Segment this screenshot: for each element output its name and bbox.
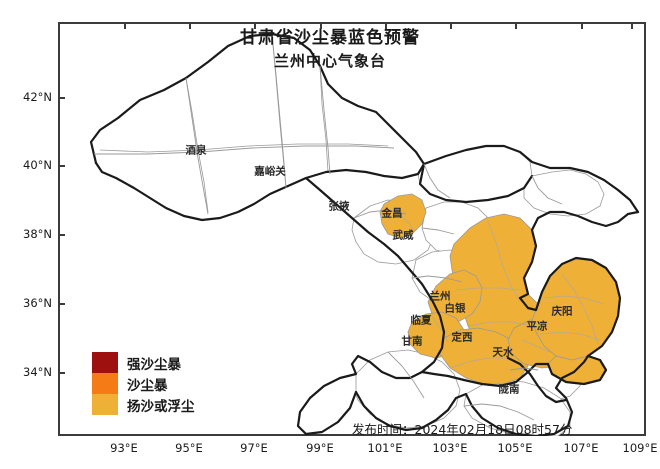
region-jiuquan-sub-c bbox=[319, 65, 329, 173]
y-axis-label: 40°N bbox=[23, 158, 52, 172]
warned-dingxi bbox=[439, 327, 529, 385]
province-border bbox=[89, 32, 640, 436]
warned-lanzhou bbox=[427, 269, 483, 323]
x-axis-label: 93°E bbox=[110, 441, 138, 455]
y-tick bbox=[58, 303, 65, 305]
border-corridor-south bbox=[418, 162, 534, 204]
x-axis-label: 97°E bbox=[240, 441, 268, 455]
y-axis-label: 42°N bbox=[23, 90, 52, 104]
legend-item-sandstorm: 沙尘暴 bbox=[92, 373, 195, 394]
warned-regions bbox=[379, 193, 621, 385]
x-tick bbox=[581, 22, 583, 29]
border-west-south bbox=[94, 161, 426, 222]
x-tick bbox=[631, 22, 633, 29]
border-south-central bbox=[296, 354, 424, 436]
y-axis-label: 36°N bbox=[23, 296, 52, 310]
x-tick bbox=[254, 22, 256, 29]
y-axis-label: 34°N bbox=[23, 365, 52, 379]
x-axis-label: 101°E bbox=[367, 441, 403, 455]
y-tick bbox=[58, 165, 65, 167]
legend-swatch-blowing-sand bbox=[92, 394, 118, 415]
border-northwest bbox=[89, 32, 426, 166]
x-axis-label: 103°E bbox=[432, 441, 468, 455]
legend: 强沙尘暴 沙尘暴 扬沙或浮尘 bbox=[92, 352, 195, 415]
border-south-loop bbox=[354, 390, 538, 436]
legend-label-severe-sandstorm: 强沙尘暴 bbox=[127, 356, 181, 373]
x-axis-label: 109°E bbox=[622, 441, 658, 455]
border-tianshui bbox=[506, 356, 568, 404]
x-axis-label: 95°E bbox=[175, 441, 203, 455]
x-tick bbox=[320, 22, 322, 29]
x-tick bbox=[385, 22, 387, 29]
border-pingliang-east bbox=[546, 354, 608, 386]
y-axis-label: 38°N bbox=[23, 227, 52, 241]
region-jiuquan-sub-d bbox=[99, 143, 389, 153]
legend-swatch-sandstorm bbox=[92, 373, 118, 394]
region-corridor-a bbox=[523, 169, 605, 217]
border-baiyin-east bbox=[518, 210, 640, 300]
warned-zhangye bbox=[379, 193, 427, 239]
legend-swatch-severe-sandstorm bbox=[92, 352, 118, 373]
x-axis-label: 99°E bbox=[306, 441, 334, 455]
legend-label-blowing-sand: 扬沙或浮尘 bbox=[127, 398, 195, 415]
y-tick bbox=[58, 234, 65, 236]
x-tick bbox=[450, 22, 452, 29]
x-axis-label: 107°E bbox=[563, 441, 599, 455]
y-tick bbox=[58, 372, 65, 374]
x-axis-label: 105°E bbox=[497, 441, 533, 455]
warned-qingyang bbox=[531, 257, 621, 361]
border-southeast bbox=[534, 354, 590, 436]
y-tick bbox=[58, 97, 65, 99]
prefecture-borders bbox=[94, 33, 563, 421]
release-time-text: 发布时间：2024年02月18日08时57分 bbox=[352, 422, 573, 437]
border-qingyang-east bbox=[518, 256, 622, 358]
x-tick bbox=[515, 22, 517, 29]
x-tick bbox=[124, 22, 126, 29]
legend-item-severe-sandstorm: 强沙尘暴 bbox=[92, 352, 195, 373]
border-central-lower bbox=[420, 362, 550, 388]
gansu-province-map bbox=[89, 32, 640, 436]
legend-label-sandstorm: 沙尘暴 bbox=[127, 377, 168, 394]
x-tick bbox=[189, 22, 191, 29]
border-hexi-lower bbox=[304, 176, 446, 374]
legend-item-blowing-sand: 扬沙或浮尘 bbox=[92, 394, 195, 415]
border-corridor-north bbox=[422, 144, 640, 214]
prefecture-internal-lines bbox=[395, 211, 605, 369]
